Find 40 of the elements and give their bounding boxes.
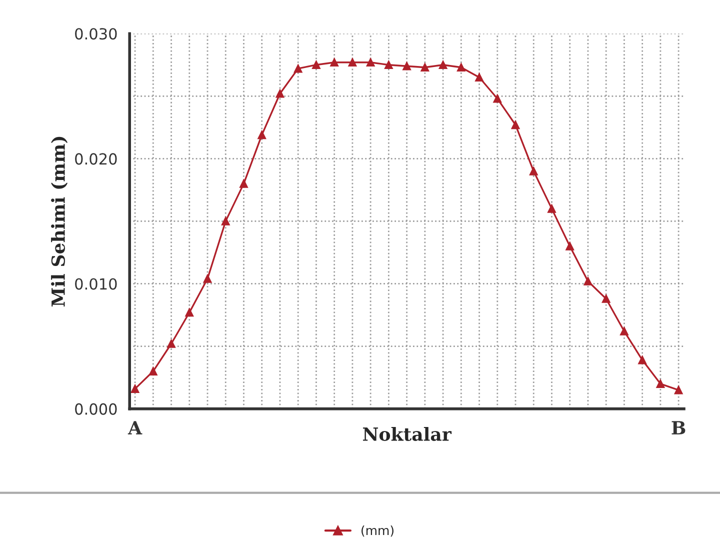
x-tick-label: B <box>672 421 686 434</box>
y-tick-label: 0.000 <box>75 403 117 415</box>
y-tick-label: 0.020 <box>75 153 117 165</box>
point <box>294 64 302 73</box>
point <box>276 89 284 98</box>
point <box>602 294 610 303</box>
point <box>240 180 248 188</box>
y-tick-label: 0.010 <box>75 278 117 290</box>
point <box>638 356 646 364</box>
point <box>148 367 158 376</box>
point <box>584 277 592 286</box>
point <box>456 63 466 72</box>
point <box>438 60 448 70</box>
point <box>620 327 628 336</box>
point <box>548 204 556 213</box>
point <box>674 386 683 394</box>
point <box>185 308 194 317</box>
point <box>348 58 357 67</box>
point <box>203 274 212 283</box>
x-axis-title: Noktalar <box>363 426 452 441</box>
point <box>511 120 520 130</box>
point <box>475 73 484 82</box>
point <box>402 62 411 70</box>
legend-label: (mm) <box>362 525 394 537</box>
point <box>330 58 338 67</box>
point <box>130 384 140 393</box>
point <box>258 130 266 140</box>
y-tick-label: 0.030 <box>75 28 117 40</box>
point <box>366 58 375 67</box>
point <box>566 242 574 250</box>
point <box>221 217 230 226</box>
point <box>656 380 665 388</box>
point <box>529 167 538 176</box>
y-axis-title: Mil Sehimi (mm) <box>51 136 68 306</box>
x-tick-label: A <box>128 421 142 434</box>
point <box>420 63 430 72</box>
point <box>384 60 393 70</box>
point <box>493 94 502 103</box>
point <box>167 340 176 348</box>
point <box>312 60 320 70</box>
